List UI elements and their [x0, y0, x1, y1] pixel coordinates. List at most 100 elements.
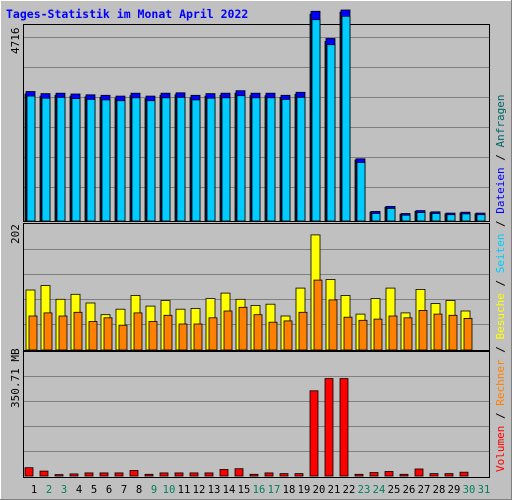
hits-bar-seiten: [161, 97, 171, 222]
volume-bar-volumen: [384, 471, 394, 477]
hits-bar-seiten: [266, 97, 276, 222]
day-label: 12: [193, 484, 206, 496]
visits-bar-rechner: [193, 323, 203, 351]
x-axis-day-labels: 1 2 3 4 5 6 7 8 9 10 11 12 13 14 15 16 17 18 19 20 21 22 23 24 2…: [31, 484, 490, 496]
day-label: 10: [163, 484, 176, 496]
visits-bar-rechner: [118, 324, 128, 351]
day-label: 30: [463, 484, 476, 496]
hits-panel-frame: [23, 24, 490, 222]
hits-bar-seiten: [251, 97, 261, 222]
visits-bar-rechner: [178, 323, 188, 351]
volume-panel: 350.71 MB: [9, 348, 490, 478]
visits-bar-rechner: [373, 318, 383, 351]
day-label: 4: [76, 484, 82, 496]
legend-item-rechner: Rechner: [494, 359, 507, 412]
hits-bar-seiten: [41, 97, 51, 222]
legend: Volumen / Rechner / Besuche / Seiten / D…: [494, 94, 507, 472]
visits-bar-rechner: [433, 313, 443, 351]
hits-panel: 4716: [9, 9, 490, 222]
visits-panel: 202: [9, 223, 490, 351]
volume-panel-frame: [23, 351, 490, 478]
volume-bars: [24, 378, 469, 477]
visits-bar-rechner: [328, 299, 338, 351]
day-label: 2: [46, 484, 52, 496]
day-label: 11: [178, 484, 191, 496]
volume-bar-volumen: [144, 473, 154, 477]
visits-bar-rechner: [268, 321, 278, 351]
volume-ymax-label: 350.71 MB: [9, 348, 22, 408]
hits-bar-seiten: [86, 99, 96, 222]
volume-bar-volumen: [399, 473, 409, 477]
hits-bar-seiten: [446, 214, 456, 222]
volume-gridlines: [24, 376, 489, 452]
legend-separator: /: [494, 154, 507, 167]
volume-bar-volumen: [69, 473, 79, 477]
day-label: 9: [151, 484, 157, 496]
day-label: 13: [208, 484, 221, 496]
hits-bar-seiten: [281, 99, 291, 222]
hits-bar-seiten: [296, 97, 306, 222]
day-label: 15: [238, 484, 251, 496]
volume-bar-volumen: [444, 473, 454, 477]
volume-bar-volumen: [264, 472, 274, 477]
hits-bar-seiten: [116, 100, 126, 222]
day-label: 29: [448, 484, 461, 496]
day-label: 16: [253, 484, 266, 496]
legend-item-volumen: Volumen: [494, 426, 507, 472]
hits-bar-seiten: [461, 213, 471, 222]
day-label: 19: [298, 484, 311, 496]
visits-bar-rechner: [73, 311, 83, 351]
hits-bar-seiten: [71, 98, 81, 222]
visits-bar-rechner: [238, 306, 248, 351]
volume-bar-volumen: [354, 473, 364, 477]
volume-bar-volumen: [84, 472, 94, 477]
day-label: 18: [283, 484, 296, 496]
visits-bar-rechner: [343, 316, 353, 351]
volume-bar-volumen: [99, 472, 109, 477]
visits-bar-rechner: [403, 317, 413, 351]
day-label: 7: [121, 484, 127, 496]
volume-bar-volumen: [39, 470, 49, 477]
day-label: 6: [106, 484, 112, 496]
volume-bar-volumen: [204, 472, 214, 477]
visits-bar-rechner: [283, 320, 293, 351]
hits-bar-seiten: [221, 97, 231, 222]
legend-item-seiten: Seiten: [494, 234, 507, 280]
legend-separator: /: [494, 412, 507, 425]
hits-bars: [24, 9, 486, 222]
legend-separator: /: [494, 280, 507, 293]
volume-bar-volumen: [309, 390, 319, 477]
visits-bar-rechner: [208, 317, 218, 351]
volume-bar-volumen: [234, 468, 244, 477]
visits-bar-rechner: [313, 279, 323, 351]
legend-item-anfragen: Anfragen: [494, 94, 507, 154]
hits-bar-seiten: [371, 213, 381, 222]
visits-bar-rechner: [163, 314, 173, 351]
hits-bar-seiten: [341, 15, 351, 222]
hits-bar-seiten: [56, 97, 66, 222]
day-label: 31: [478, 484, 491, 496]
day-label: 1: [31, 484, 37, 496]
hits-bar-seiten: [311, 19, 321, 222]
visits-panel-frame: [23, 223, 490, 351]
volume-bar-volumen: [339, 378, 349, 477]
volume-bar-volumen: [129, 469, 139, 477]
volume-bar-volumen: [429, 473, 439, 477]
day-label: 25: [388, 484, 401, 496]
hits-bar-seiten: [386, 208, 396, 222]
day-label: 14: [223, 484, 236, 496]
visits-bar-rechner: [148, 321, 158, 351]
visits-bar-rechner: [88, 321, 98, 351]
hits-bar-seiten: [416, 212, 426, 222]
legend-separator: /: [494, 346, 507, 359]
visits-bar-rechner: [358, 319, 368, 351]
day-label: 24: [373, 484, 386, 496]
visits-bar-rechner: [223, 310, 233, 351]
day-label: 20: [313, 484, 326, 496]
day-label: 26: [403, 484, 416, 496]
volume-bar-volumen: [369, 472, 379, 477]
legend-item-besuche: Besuche: [494, 293, 507, 346]
day-label: 22: [343, 484, 356, 496]
visits-bar-rechner: [43, 312, 53, 351]
